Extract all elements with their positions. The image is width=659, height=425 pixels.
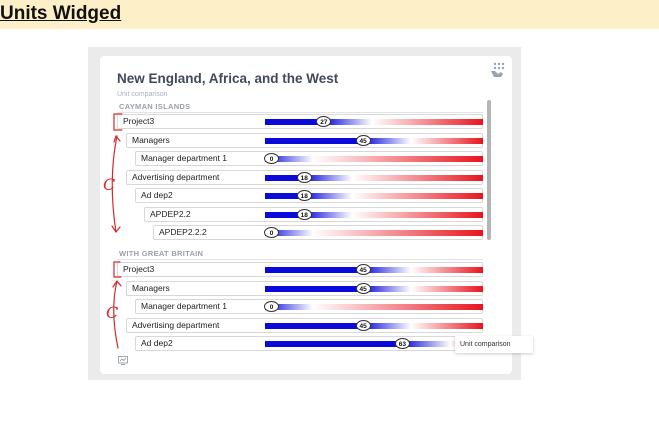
comparison-bar [265,174,483,181]
value-badge[interactable]: 0 [264,153,279,164]
value-badge[interactable]: 18 [296,190,312,201]
comparison-bar [265,211,483,218]
comparison-bar [265,267,483,273]
page-heading: Units Widged [0,3,122,24]
section-divider [117,112,483,113]
value-badge[interactable]: 45 [355,134,371,146]
section-label: CAYMAN ISLANDS [119,102,191,111]
comparison-bar [265,193,483,199]
scrollbar-thumb[interactable] [487,100,491,240]
section-divider [117,259,483,260]
grid-hand-icon[interactable] [489,62,507,78]
value-badge[interactable]: 0 [264,227,279,238]
unit-row-label: Managers [132,282,170,293]
comparison-bar [265,119,483,125]
unit-row-label: Manager department 1 [141,301,227,311]
widget-title: New England, Africa, and the West [117,71,339,86]
unit-row-label: Advertising department [132,171,220,182]
value-badge[interactable]: 63 [394,338,410,349]
comparison-bar [265,322,483,329]
value-badge[interactable]: 18 [296,208,312,220]
value-badge[interactable]: 45 [355,264,371,275]
widget-subtitle: Unit comparison [117,91,168,98]
unit-row-label: Ad dep2 [141,338,173,348]
unit-row-label: APDEP2.2.2 [159,227,207,237]
unit-row-label: Manager department 1 [141,153,227,163]
unit-row-label: Project3 [123,116,155,126]
value-badge[interactable]: 45 [355,282,371,294]
value-badge[interactable]: 18 [296,171,312,183]
chart-icon[interactable] [118,356,128,365]
comparison-bar [265,137,483,144]
comparison-bar [265,156,483,162]
unit-comparison-tooltip: Unit comparison [455,336,533,353]
page-heading-bar: Units Widged [0,0,659,29]
comparison-bar [265,304,483,310]
value-badge[interactable]: 45 [355,319,371,331]
comparison-bar [265,285,483,292]
section-label: WITH GREAT BRITAIN [119,249,204,258]
value-badge[interactable]: 0 [264,301,279,312]
unit-row-label: APDEP2.2 [150,208,191,219]
comparison-bar [265,230,483,236]
unit-row-label: Advertising department [132,319,220,330]
unit-row-label: Ad dep2 [141,190,173,200]
value-badge[interactable]: 27 [316,116,332,127]
comparison-bar [265,341,483,347]
unit-row-label: Project3 [123,264,155,274]
unit-row-label: Managers [132,134,170,145]
